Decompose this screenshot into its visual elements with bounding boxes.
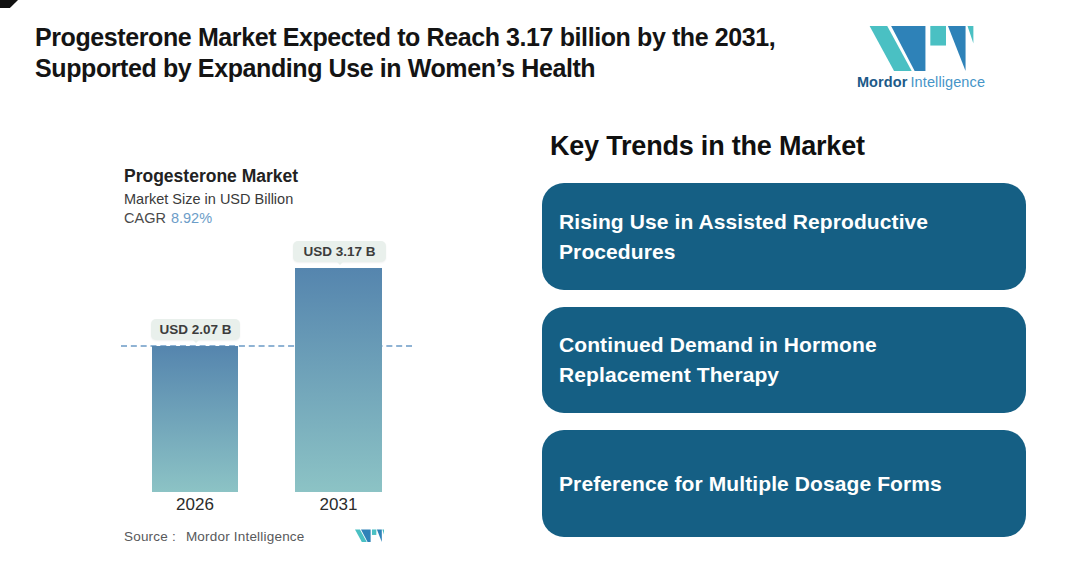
brand-name-light: Intelligence <box>910 74 985 90</box>
page-title: Progesterone Market Expected to Reach 3.… <box>35 22 775 84</box>
brand-wordmark: MordorIntelligence <box>853 74 989 90</box>
source-note: Source : Mordor Intelligence <box>124 529 305 544</box>
trend-card-assisted-reproductive: Rising Use in Assisted Reproductive Proc… <box>542 183 1026 290</box>
page-title-line2: Supported by Expanding Use in Women’s He… <box>35 53 775 84</box>
cagr-label: CAGR <box>124 210 166 226</box>
chart-title: Progesterone Market <box>124 166 298 187</box>
brand-name-bold: Mordor <box>857 74 908 90</box>
trends-heading: Key Trends in the Market <box>550 131 865 162</box>
bar-2026 <box>152 346 238 492</box>
source-logo-icon <box>355 527 384 544</box>
x-axis-label-2031: 2031 <box>295 495 382 515</box>
trend-card-dosage-forms: Preference for Multiple Dosage Forms <box>542 430 1026 537</box>
value-label-2026: USD 2.07 B <box>151 319 240 340</box>
chart-subtitle: Market Size in USD Billion <box>124 191 293 207</box>
trend-card-text: Rising Use in Assisted Reproductive Proc… <box>559 207 956 267</box>
chart-cagr: CAGR 8.92% <box>124 210 212 226</box>
page-title-line1: Progesterone Market Expected to Reach 3.… <box>35 22 775 53</box>
x-axis-label-2026: 2026 <box>152 495 238 515</box>
mordor-intelligence-logo-icon <box>869 24 974 71</box>
value-label-2031: USD 3.17 B <box>293 241 386 262</box>
corner-mark <box>0 0 18 8</box>
source-label: Source : <box>124 529 176 544</box>
source-value: Mordor Intelligence <box>186 529 305 544</box>
trend-card-text: Continued Demand in Hormone Replacement … <box>559 330 956 390</box>
trend-card-hormone-replacement: Continued Demand in Hormone Replacement … <box>542 307 1026 413</box>
bar-2031 <box>295 268 382 492</box>
brand-logo: MordorIntelligence <box>853 24 989 90</box>
trend-card-text: Preference for Multiple Dosage Forms <box>559 469 942 499</box>
cagr-value: 8.92% <box>171 210 212 226</box>
